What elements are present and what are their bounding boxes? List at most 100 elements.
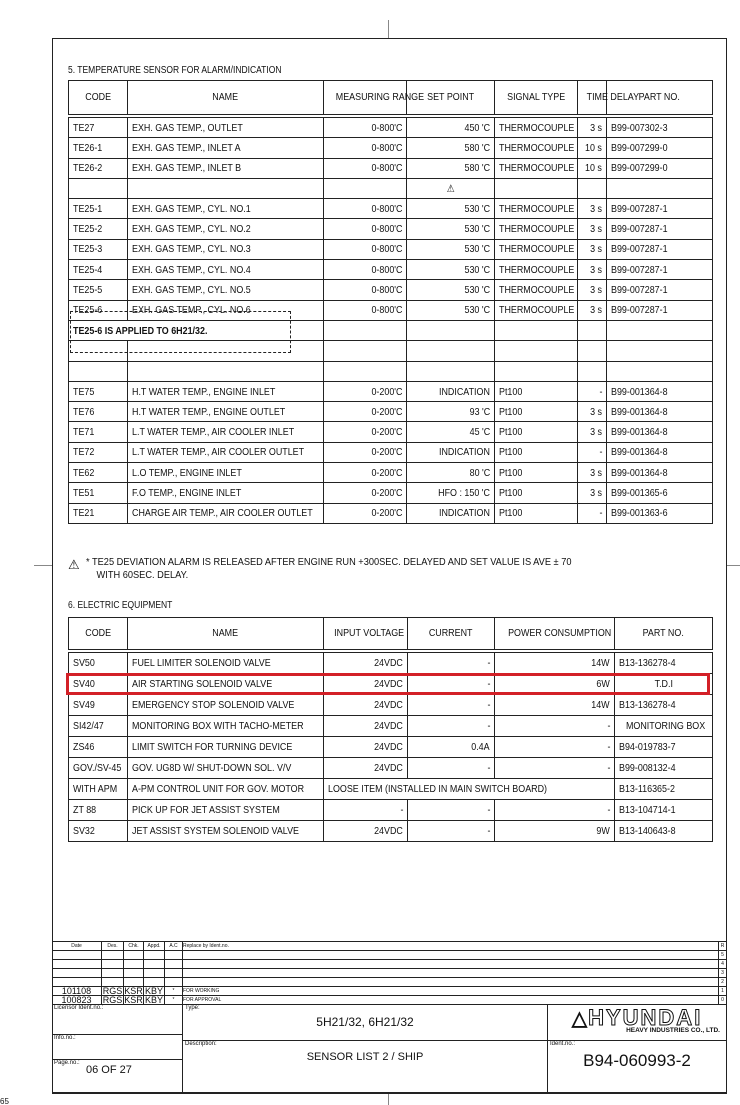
cell-text: TE25-3 [73,243,103,256]
cell-text: - [607,741,610,753]
rev-cell [52,960,102,969]
table-cell: TE26-1 [68,137,128,159]
table-cell: TE26-2 [68,157,128,179]
cell-text: - [487,699,490,711]
table-cell [323,360,407,382]
cell-text: L.T WATER TEMP., AIR COOLER INLET [132,426,295,439]
header-label: CODE [85,91,111,103]
cell-text: 14W [591,657,610,669]
cell-text: CHARGE AIR TEMP., AIR COOLER OUTLET [132,507,313,520]
rev-cell: 101108 [52,987,102,996]
table-cell: HFO : 150 'C [406,482,495,504]
table-cell: B13-136278-4 [614,694,713,716]
rev-cell [165,951,183,960]
cell-text: EXH. GAS TEMP., INLET B [132,162,242,175]
type-field-label: Type: [185,1005,200,1011]
table-cell: 0-800'C [323,218,407,240]
table-cell: B99-007302-3 [606,116,713,139]
cell-text: 3 s [590,121,602,134]
table-cell [323,340,407,362]
table-cell [606,319,713,342]
column-header: INPUT VOLTAGE [323,617,408,650]
table-row: TE71 L.T WATER TEMP., AIR COOLER INLET 0-2… [68,421,713,443]
cell-text: 24VDC [374,720,403,732]
cell-text: 0-800'C [371,304,402,317]
cell-text: ZT 88 [73,804,97,816]
table-cell: 24VDC [323,736,408,758]
table-cell [323,177,407,200]
table-cell: EXH. GAS TEMP., CYL. NO.1 [127,198,324,220]
table-cell: - [323,799,408,821]
cell-text: L.T WATER TEMP., AIR COOLER OUTLET [132,446,305,459]
table-cell [606,340,713,362]
table-cell: B99-001364-8 [606,421,713,443]
cell-text: B13-136278-4 [619,699,676,711]
table-cell: B99-007287-1 [606,259,713,281]
table-cell [127,360,324,382]
table-row: TE26-2 EXH. GAS TEMP., INLET B 0-800'C 580 … [68,157,713,179]
table-cell: PICK UP FOR JET ASSIST SYSTEM [127,799,324,821]
table-row [68,360,713,382]
cell-text: THERMOCOUPLE [499,304,575,317]
table-cell: TE21 [68,502,128,524]
cell-text: Pt100 [499,507,523,520]
table-row: WITH APM A-PM CONTROL UNIT FOR GOV. MOTOR… [68,778,713,800]
cell-text: 10 s [585,141,602,154]
table-cell [577,360,607,382]
cell-text: 14W [591,699,610,711]
table-cell: Pt100 [494,421,578,443]
table-cell: 530 'C [406,279,495,301]
column-header: CODE [68,80,128,115]
table-cell: SI42/47 [68,715,128,737]
table-cell: TE25-4 [68,259,128,281]
header-label: SIGNAL TYPE [506,91,566,103]
cell-text: - [607,762,610,774]
hyundai-logo: △HYUNDAI HEAVY INDUSTRIES CO., LTD. [548,1005,727,1041]
table-cell: JET ASSIST SYSTEM SOLENOID VALVE [127,820,324,842]
cell-text: 0-800'C [371,223,402,236]
table-cell: FUEL LIMITER SOLENOID VALVE [127,652,324,674]
rev-cell: 0 [719,996,727,1005]
cell-text: 80 'C [469,466,490,479]
table-cell: TE25-2 [68,218,128,240]
table-row: TE25-4 EXH. GAS TEMP., CYL. NO.4 0-800'C 53… [68,259,713,281]
cell-text: 3 s [590,466,602,479]
rev-cell: 4 [719,960,727,969]
margin-mark: 65 [0,1097,9,1105]
table-cell: THERMOCOUPLE [494,218,578,240]
cell-text: - [599,446,602,459]
cell-text: EXH. GAS TEMP., CYL. NO.3 [132,243,251,256]
rev-cell [183,951,719,960]
rev-cell [52,951,102,960]
column-header: NAME [127,617,324,650]
cell-text: THERMOCOUPLE [499,223,575,236]
table-cell: THERMOCOUPLE [494,259,578,281]
cell-text: - [487,678,490,690]
page-no-field: Page.no.: 06 OF 27 [52,1060,183,1094]
cell-text: 3 s [590,223,602,236]
rev-cell [183,960,719,969]
cell-text: 0-800'C [371,162,402,175]
cell-text: - [487,762,490,774]
table-cell: 530 'C [406,238,495,261]
table-cell: INDICATION [406,441,495,464]
cell-text: 24VDC [374,825,403,837]
cell-text: Pt100 [499,466,523,479]
cell-text: H.T WATER TEMP., ENGINE OUTLET [132,405,286,418]
table-cell [406,319,495,342]
table-cell: B99-007287-1 [606,299,713,321]
table-cell: 24VDC [323,820,408,842]
table-cell: 530 'C [406,218,495,240]
rev-cell: 1 [719,987,727,996]
page-value: 06 OF 27 [86,1064,132,1076]
cell-text: THERMOCOUPLE [499,162,575,175]
rev-cell: RGS [102,995,124,1005]
table-cell: 580 'C [406,137,495,159]
table-cell: MONITORING BOX [614,715,713,737]
cell-text: INDICATION [439,507,490,520]
table-cell: 450 'C [406,116,495,139]
cell-text: - [487,720,490,732]
cell-text: TE27 [73,121,95,134]
cell-text: SI42/47 [73,720,104,732]
header-label: TIME DELAY [586,91,640,103]
